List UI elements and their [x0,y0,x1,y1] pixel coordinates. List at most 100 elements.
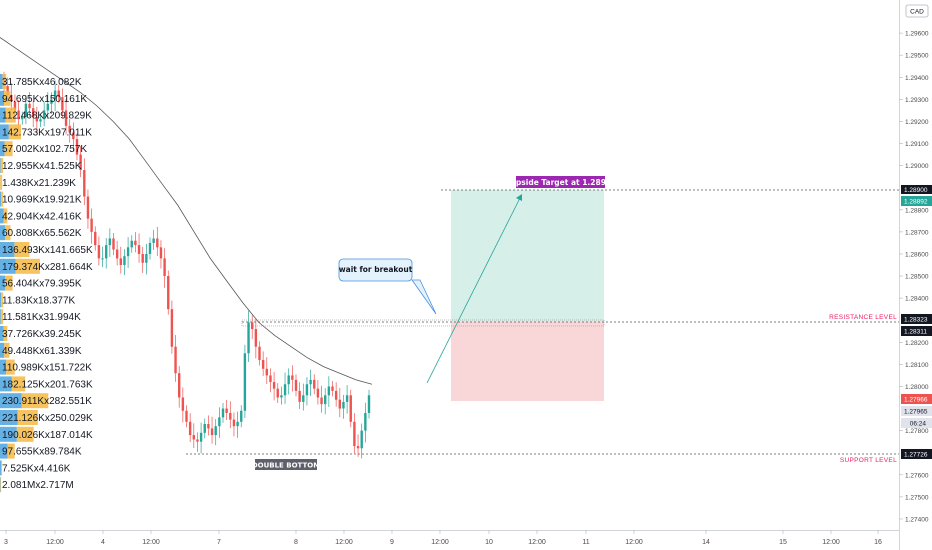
vp-bar-down [4,141,13,157]
candle-body [316,388,320,398]
candle-body [236,421,239,427]
vp-bar-down [14,242,30,257]
resistance-level-text: RESISTANCE LEVEL [829,314,897,321]
candle-body [229,412,232,420]
currency-button[interactable]: CAD [905,4,929,18]
candle-body [64,110,68,126]
candle-body [287,375,290,385]
vp-bar-down [5,107,16,123]
candle-body [342,401,345,409]
candle-body [298,390,301,402]
vp-label: 60.808Kx65.562K [2,228,82,239]
candle-body [13,101,17,111]
vp-label: 97.655Kx89.784K [2,447,82,458]
vp-bar-up [0,443,8,459]
candle-body [178,373,181,398]
candle-body [324,395,327,405]
vp-bar-down [21,393,49,409]
candle-body [305,384,309,396]
candle-body [35,117,39,122]
resistance-price-tag-bg [901,314,932,324]
candlestick-series [2,71,371,459]
vp-bar-down [0,309,4,325]
price-tick-label: 1.29300 [905,97,929,104]
candle-body [269,375,272,383]
vp-bar-up [0,275,6,291]
candle-body [130,240,133,248]
candle-body [188,421,192,436]
double-bottom-text: DOUBLE BOTTOM [252,462,320,470]
current-price-tag-bg [901,394,932,404]
candle-body [240,410,243,422]
candle-body [254,329,258,347]
vp-label: 49.448Kx61.339K [2,346,82,357]
candle-body [94,231,97,246]
vp-label: 42.904Kx42.416K [2,211,82,222]
candle-body [83,170,86,197]
time-tick-label: 4 [101,539,105,546]
candle-body [141,253,144,263]
price-tick-label: 1.29100 [905,141,929,148]
candle-body [203,424,206,433]
vp-bar-down [5,225,11,241]
vp-bar-up [0,410,18,425]
candle-body [272,382,276,389]
time-tick-label: 11 [582,539,589,546]
time-axis[interactable]: 3 12:00 4 12:00 7 8 12:00 9 12:00 10 12:00 11 12:00 1… [4,530,882,546]
price-tick-label: 1.27400 [905,516,929,523]
time-tick-label: 12:00 [335,539,353,546]
time-tick-label: 12:00 [142,539,160,546]
vp-bar-down [17,410,38,425]
candle-body [156,238,159,248]
target2-price-tag: 1.28892 [904,199,928,206]
target-label[interactable]: Upside Target at 1.2890 [510,176,611,188]
vp-label: 12.955Kx41.525K [2,161,82,172]
vp-bar-up [0,158,1,173]
support-price-tag: 1.27726 [904,452,928,459]
candle-body [79,154,82,171]
price-axis[interactable]: 1.29600 1.29500 1.29400 1.29300 1.29200 1.291… [899,31,929,524]
candle-body [53,90,57,100]
candle-body [367,395,371,413]
vp-label: 2.081Mx2.717M [2,480,74,491]
price-tags: 1.28900 1.28892 1.28323 1.28311 1.27966 … [901,185,932,459]
time-tick-label: 10 [485,539,493,546]
vp-bar-up [0,74,3,89]
vp-bar-up [0,393,22,409]
candle-body [345,395,349,402]
candle-body [276,388,279,398]
time-tick-label: 9 [390,539,394,546]
candle-body [258,346,261,360]
candle-body [243,353,247,411]
candle-body [265,368,268,376]
candle-body [225,408,228,413]
price-tick-label: 1.28200 [905,340,929,347]
price-tick-label: 1.29500 [905,53,929,60]
price-tick-label: 1.29400 [905,75,929,82]
vp-bar-down [5,275,13,291]
candle-body [101,258,104,260]
vp-bar-up [0,309,1,325]
candle-body [97,245,101,259]
vp-bar-down [1,191,4,207]
resistance-price-tag: 1.28323 [904,317,928,324]
candle-body [17,110,20,120]
vp-bar-down [3,326,8,341]
candle-body [10,94,13,102]
price-tick-label: 1.28700 [905,229,929,236]
wait-callout[interactable]: wait for breakout [338,258,437,315]
moving-average-line [0,37,373,385]
resistance2-price-tag: 1.28311 [904,329,927,336]
candle-body [72,132,75,140]
double-bottom-label[interactable]: DOUBLE BOTTOM [252,459,320,470]
current2-price-tag-bg [901,406,932,416]
candle-body [105,245,108,259]
candle-body [174,346,177,374]
time-tick-label: 12:00 [625,539,643,546]
vp-label: 7.525Kx4.416K [2,463,71,474]
candle-body [57,90,60,98]
candle-body [108,238,112,246]
price-tick-label: 1.27600 [905,472,929,479]
time-tick-label: 14 [702,539,710,546]
